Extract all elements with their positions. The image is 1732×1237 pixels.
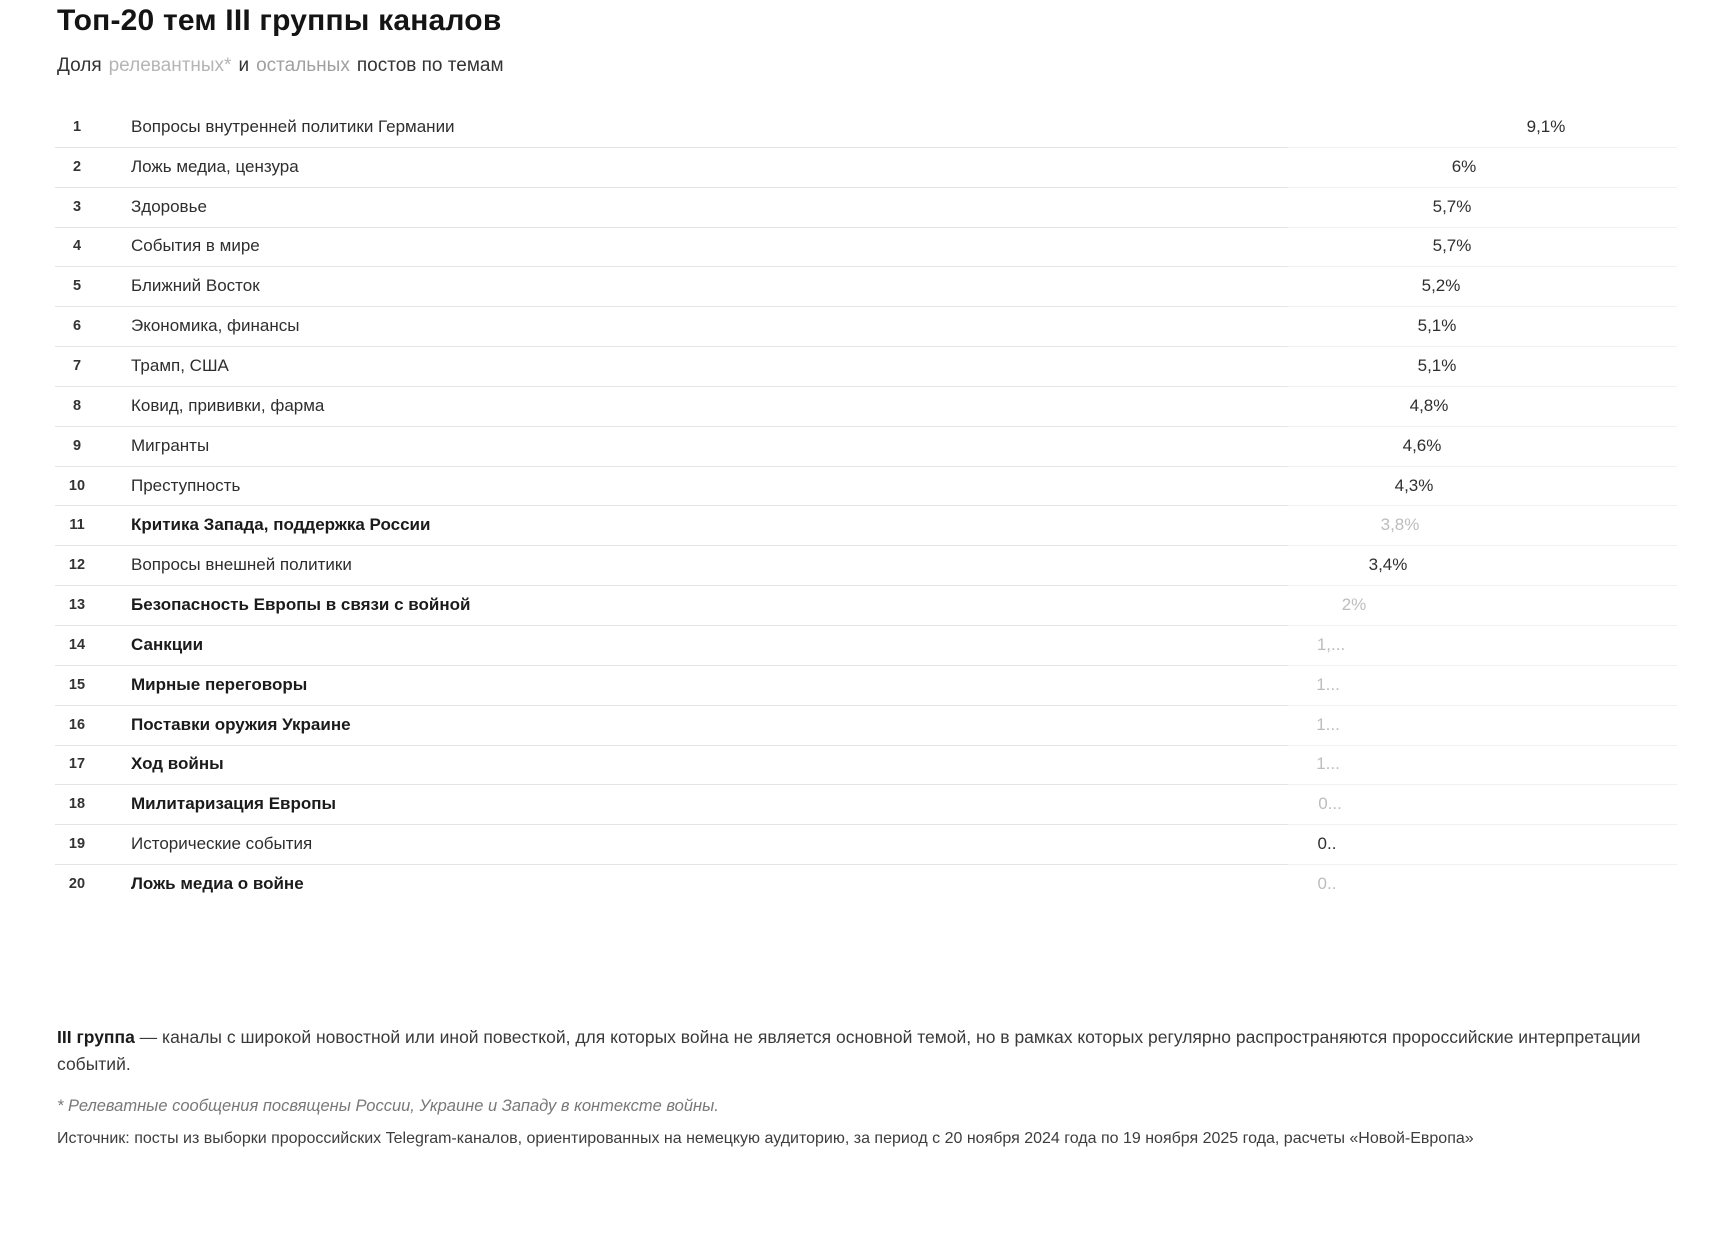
page-title: Топ-20 тем III группы каналов [57,4,502,37]
table-row: 9 Мигранты 4,6% [55,425,1677,466]
row-rank: 3 [72,198,82,215]
row-topic: Вопросы внутренней политики Германии [131,116,455,136]
table-row: 15 Мирные переговоры 1... [55,664,1677,705]
row-rank: 19 [68,836,86,853]
row-topic: Милитаризация Европы [131,794,337,814]
row-topic: Мигранты [131,435,210,455]
legend-relevant-label: релевантных* [108,55,232,76]
row-rank: 16 [68,716,86,733]
subtitle-suffix: постов по темам [356,55,504,76]
row-rank: 15 [68,676,86,693]
legend-other-label: остальных [256,55,350,76]
row-rank: 4 [72,238,82,255]
row-topic: Ковид, прививки, фарма [131,395,325,415]
table-row: 7 Трамп, США 5,1% [55,346,1677,386]
row-value: 6% [1451,156,1477,176]
row-topic: Ложь медиа, цензура [131,156,299,176]
table-row: 8 Ковид, прививки, фарма 4,8% [55,385,1677,426]
group-description: III группа — каналы с широкой новостной … [57,1024,1669,1077]
table-row: 6 Экономика, финансы 5,1% [55,306,1677,346]
row-value: 1... [1316,674,1340,694]
row-value: 9,1% [1526,116,1566,136]
row-rank: 14 [68,636,86,653]
row-rank: 13 [68,597,86,614]
row-topic: Вопросы внешней политики [131,555,352,575]
row-value: 4,3% [1394,475,1434,495]
row-value: 5,1% [1417,355,1457,375]
row-topic: Ложь медиа о войне [131,873,304,893]
row-rank: 18 [68,796,86,813]
table-row: 12 Вопросы внешней политики 3,4% [55,545,1677,585]
table-row: 11 Критика Запада, поддержка России 3,8% [55,505,1677,545]
row-value: 0.. [1317,873,1337,893]
row-rank: 5 [72,278,82,295]
table-row: 1 Вопросы внутренней политики Германии 9… [55,107,1677,147]
table-row: 3 Здоровье 5,7% [55,186,1677,227]
table-row: 13 Безопасность Европы в связи с войной … [55,585,1677,625]
row-topic: Преступность [131,475,241,495]
row-value: 5,1% [1417,316,1457,336]
row-topic: Санкции [131,634,204,654]
row-rank: 6 [72,318,82,335]
row-topic: Экономика, финансы [131,316,300,336]
row-rank: 7 [72,357,82,374]
row-topic: Безопасность Европы в связи с войной [131,595,471,615]
row-topic: Поставки оружия Украине [131,714,351,734]
row-value: 5,7% [1432,196,1472,216]
row-rank: 10 [68,477,86,494]
row-value: 3,8% [1380,515,1420,535]
group-term: III группа [57,1027,135,1047]
table-row: 2 Ложь медиа, цензура 6% [55,146,1677,187]
row-value: 4,6% [1402,435,1442,455]
group-text: — каналы с широкой новостной или иной по… [57,1027,1641,1074]
row-value: 1... [1316,754,1340,774]
row-topic: Критика Запада, поддержка России [131,515,431,535]
table-row: 18 Милитаризация Европы 0... [55,784,1677,824]
row-topic: События в мире [131,236,260,256]
row-rank: 11 [69,517,85,534]
relevance-footnote: * Релеватные сообщения посвящены России,… [57,1097,719,1115]
subtitle-prefix: Доля [57,55,102,76]
row-rank: 12 [68,557,86,574]
row-rank: 9 [72,437,82,454]
row-value: 0... [1318,794,1342,814]
table-row: 14 Санкции 1,... [55,624,1677,665]
row-value: 1,... [1316,634,1346,654]
table-row: 16 Поставки оружия Украине 1... [55,704,1677,745]
row-topic: Исторические события [131,834,313,854]
table-row: 19 Исторические события 0.. [55,824,1677,864]
row-topic: Ход войны [131,754,224,774]
subtitle-conjunction: и [238,55,250,76]
row-value: 3,4% [1368,555,1408,575]
row-value: 0.. [1317,834,1337,854]
table-row: 4 События в мире 5,7% [55,226,1677,267]
row-topic: Мирные переговоры [131,674,308,694]
row-topic: Ближний Восток [131,276,260,296]
source-line: Источник: посты из выборки пророссийских… [57,1130,1474,1147]
row-value: 1... [1316,714,1340,734]
row-topic: Здоровье [131,196,207,216]
row-value: 4,8% [1409,395,1449,415]
row-value: 2% [1341,595,1367,615]
chart-subtitle: Доля релевантных* и остальных постов по тема… [57,55,504,77]
table-row: 17 Ход войны 1... [55,744,1677,785]
table-row: 10 Преступность 4,3% [55,465,1677,506]
row-rank: 20 [68,875,86,892]
row-value: 5,7% [1432,236,1472,256]
row-value: 5,2% [1421,276,1461,296]
row-topic: Трамп, США [131,355,229,375]
row-rank: 17 [68,756,86,773]
table-row: 20 Ложь медиа о войне 0.. [55,864,1677,904]
row-rank: 2 [72,158,82,175]
row-rank: 1 [72,118,82,135]
table-row: 5 Ближний Восток 5,2% [55,266,1677,306]
topics-table: 1 Вопросы внутренней политики Германии 9… [55,107,1677,904]
row-rank: 8 [72,397,82,414]
